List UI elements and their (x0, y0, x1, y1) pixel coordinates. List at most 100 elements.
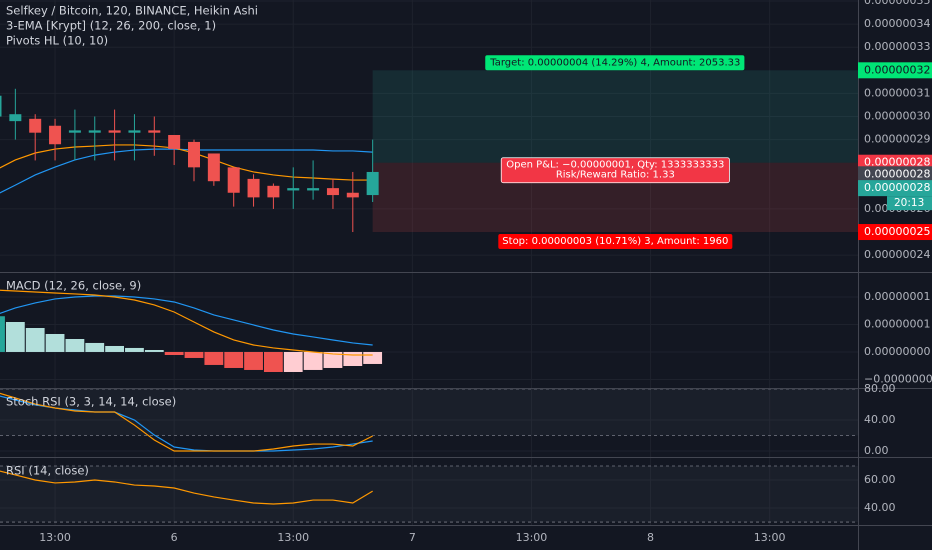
candle-body (207, 153, 220, 182)
time-tick-label: 13:00 (754, 531, 786, 544)
legend-text: 3-EMA [Krypt] (12, 26, 200, close, 1) (6, 19, 216, 33)
labels: 13:00 6 13:00 7 13:00 8 13:00 0.00000035 0.00000… (6, 0, 932, 544)
candle-body (128, 130, 141, 133)
candle-body (168, 134, 181, 149)
price-tag-label: 0.00000025 (864, 225, 930, 238)
price-tick-label: 40.00 (864, 501, 896, 514)
label-background (498, 234, 733, 250)
time-tick-label: 13:00 (39, 531, 71, 544)
indicator-line (0, 392, 373, 452)
time-tick-label: 13:00 (277, 531, 309, 544)
time-tick-label: 13:00 (516, 531, 548, 544)
price-tick-label: 0.00000033 (864, 40, 930, 53)
histogram-bar (244, 351, 263, 370)
indicator-line (0, 144, 373, 181)
candle-body (366, 171, 379, 196)
time-tick-label: 7 (409, 531, 416, 544)
pnl-box (500, 157, 730, 184)
histogram-bar (303, 351, 323, 370)
price-tick-label: 0.00000035 (864, 0, 930, 7)
indicator-band (0, 465, 858, 523)
price-tag (858, 180, 932, 197)
countdown-label: 20:13 (894, 197, 924, 209)
legend-text: Selfkey / Bitcoin, 120, BINANCE, Heikin … (6, 4, 258, 18)
candle-body (68, 130, 81, 133)
price-tag-label: 0.00000028 (864, 181, 930, 194)
candle-body (326, 188, 339, 196)
label-background (485, 55, 745, 71)
time-tick-label: 8 (647, 531, 654, 544)
histogram-bar (283, 351, 303, 372)
price-tick-label: 60.00 (864, 473, 896, 486)
indicator-line (0, 148, 373, 194)
histogram-bar (264, 351, 283, 372)
histogram-bar (164, 351, 184, 356)
countdown-tag (887, 196, 932, 211)
histogram-bar (363, 351, 383, 364)
histogram-bar (45, 333, 65, 352)
indicator-title: MACD (12, 26, close, 9) (6, 279, 141, 293)
time-tick-label: 6 (171, 531, 178, 544)
candle-body (267, 185, 280, 198)
candle-body (108, 130, 121, 133)
indicator-line (0, 295, 373, 346)
indicator-band (0, 389, 858, 436)
plot-area (0, 70, 858, 505)
histogram-bar (85, 342, 105, 352)
price-tag (858, 166, 932, 183)
pnl-label: Open P&L: −0.00000001, Qty: 1333333333 (506, 160, 724, 171)
candle-body (9, 114, 22, 122)
indicator-line (0, 470, 373, 505)
price-tag (858, 62, 932, 79)
candle-body (188, 141, 200, 168)
histogram-bar (144, 349, 164, 352)
price-tick-label: 0.00000030 (864, 110, 930, 123)
candle-body (307, 188, 320, 191)
price-tag (858, 224, 932, 241)
price-tick-label: −0.00000001 (864, 372, 932, 385)
price-tag-label: 0.00000028 (864, 167, 930, 180)
price-tick-label: 0.00000031 (864, 86, 930, 99)
price-tag-label: 0.00000032 (864, 63, 930, 76)
histogram-bar (204, 351, 224, 365)
candle-body (227, 167, 240, 193)
histogram-bar (65, 338, 85, 352)
target-label: Target: 0.00000004 (14.29%) 4, Amount: 2… (489, 57, 740, 68)
histogram-bar (184, 351, 204, 358)
histogram-bar (5, 322, 25, 352)
risk-reward-label: Risk/Reward Ratio: 1.33 (556, 170, 675, 181)
candle-body (148, 130, 161, 133)
stop-label: Stop: 0.00000003 (10.71%) 3, Amount: 196… (502, 236, 728, 247)
price-tick-label: 0.00 (864, 444, 889, 457)
candle-body (346, 192, 359, 198)
candle-body (29, 118, 42, 133)
indicator-title: Stoch RSI (3, 3, 14, 14, close) (6, 395, 176, 409)
price-tick-label: 0.00000001 (864, 317, 930, 330)
candle-body (247, 178, 260, 198)
legend-text: Pivots HL (10, 10) (6, 34, 108, 48)
target-zone (372, 70, 858, 163)
histogram-bar (25, 327, 45, 352)
candle-body (0, 95, 2, 117)
histogram-bar (105, 345, 124, 352)
candle-body (88, 130, 101, 133)
price-tick-label: 0.00000000 (864, 345, 930, 358)
indicator-line (0, 289, 373, 356)
price-tick-label: 0.00000029 (864, 133, 930, 146)
candle-body (287, 188, 300, 191)
histogram-bar (125, 347, 144, 352)
candle-body (49, 125, 62, 145)
price-tick-label: 40.00 (864, 413, 896, 426)
histogram-bar (0, 316, 5, 352)
price-tick-label: 0.00000034 (864, 17, 930, 30)
histogram-bar (323, 351, 343, 368)
price-tick-label: 80.00 (864, 382, 896, 395)
price-tag-label: 0.00000028 (864, 156, 930, 169)
indicator-title: RSI (14, close) (6, 464, 89, 478)
price-tick-label: 0.00000024 (864, 248, 930, 261)
price-tick-label: 0.00000001 (864, 290, 930, 303)
histogram-bar (224, 351, 244, 368)
